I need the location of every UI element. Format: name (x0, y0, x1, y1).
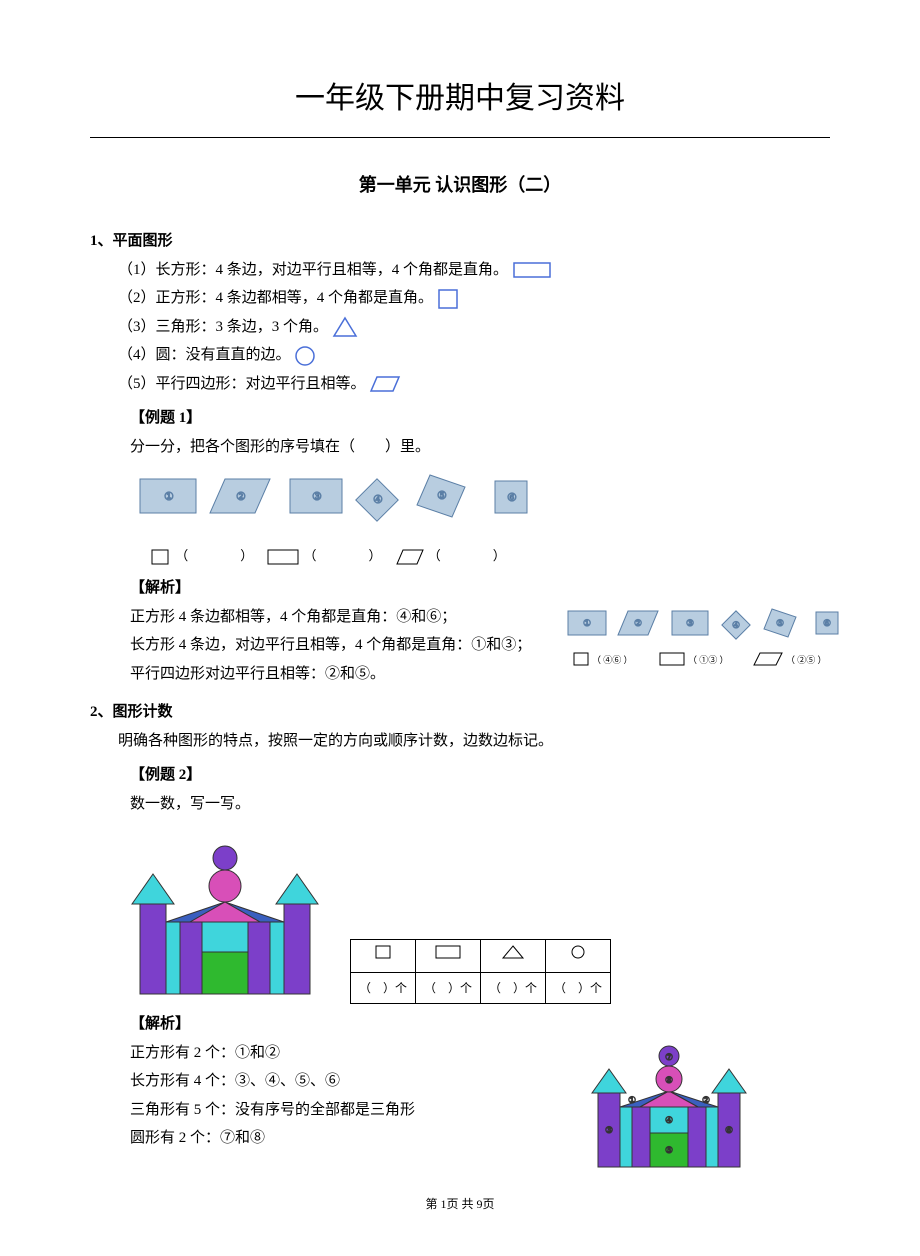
ex2-sol-figure: ③ ⑥ ⑤ ④ ① ② ⑧ ⑦ (590, 1029, 750, 1190)
page-footer: 第 1页 共 9页 (90, 1193, 830, 1216)
svg-text:⑤: ⑤ (437, 490, 447, 502)
svg-text:②: ② (236, 491, 246, 503)
svg-text:⑤: ⑤ (776, 618, 784, 628)
triangle-icon (332, 316, 358, 338)
svg-text:（ ①③ ）: （ ①③ ） (688, 655, 729, 665)
svg-text:⑥: ⑥ (507, 492, 517, 504)
svg-text:（ ④⑥ ）: （ ④⑥ ） (592, 655, 633, 665)
s1-item2: （2）正方形：4 条边都相等，4 个角都是直角。 (118, 284, 830, 313)
count-table: （ ）个 （ ）个 （ ）个 （ ）个 (350, 939, 611, 1005)
ex1-sol-figure: ① ② ③ ④ ⑤ ⑥ （ ④⑥ ） （ ①③ ） （ ②⑤ ） (560, 603, 860, 694)
svg-text:⑥: ⑥ (725, 1125, 733, 1135)
rect-icon (512, 260, 552, 280)
svg-text:③: ③ (686, 618, 694, 628)
s1-item4: （4）圆：没有直直的边。 (118, 341, 830, 370)
ex1-shapes: ① ② ③ ④ ⑤ ⑥ (130, 467, 830, 538)
castle-svg (130, 824, 320, 1004)
ex2-sol: 正方形有 2 个：①和② 长方形有 4 个：③、④、⑤、⑥ 三角形有 5 个：没… (90, 1039, 830, 1153)
square-icon (437, 288, 459, 310)
s2-intro: 明确各种图形的特点，按照一定的方向或顺序计数，边数边标记。 (118, 727, 830, 756)
s1-item5: （5）平行四边形：对边平行且相等。 (118, 370, 830, 399)
svg-text:④: ④ (373, 494, 383, 506)
svg-text:②: ② (702, 1095, 710, 1105)
svg-text:⑦: ⑦ (665, 1052, 673, 1062)
ex1-blanks: （ ） （ ） （ ） (150, 544, 830, 569)
section2-head: 2、图形计数 (90, 698, 830, 727)
svg-text:⑧: ⑧ (665, 1075, 673, 1085)
unit-heading: 第一单元 认识图形（二） (90, 168, 830, 202)
ex1-head: 【例题 1】 (130, 404, 830, 433)
s1-item1: （1）长方形：4 条边，对边平行且相等，4 个角都是直角。 (118, 256, 830, 285)
ex2-figure: （ ）个 （ ）个 （ ）个 （ ）个 (130, 824, 830, 1004)
ex1-q: 分一分，把各个图形的序号填在（ ）里。 (130, 433, 830, 462)
svg-text:③: ③ (312, 491, 322, 503)
svg-text:①: ① (164, 491, 174, 503)
svg-text:①: ① (583, 618, 591, 628)
svg-text:③: ③ (605, 1125, 613, 1135)
section1-head: 1、平面图形 (90, 227, 830, 256)
parallelogram-icon (369, 374, 401, 394)
svg-text:④: ④ (732, 620, 740, 630)
ex2-head: 【例题 2】 (130, 761, 830, 790)
svg-text:⑥: ⑥ (823, 618, 831, 628)
svg-text:⑤: ⑤ (665, 1145, 673, 1155)
circle-icon (294, 345, 316, 367)
ex1-sol: 正方形 4 条边都相等，4 个角都是直角：④和⑥； 长方形 4 条边，对边平行且… (90, 603, 830, 689)
svg-text:①: ① (628, 1095, 636, 1105)
ex1-sol-head: 【解析】 (130, 574, 830, 603)
s1-item3: （3）三角形：3 条边，3 个角。 (118, 313, 830, 342)
svg-text:（ ②⑤ ）: （ ②⑤ ） (786, 655, 827, 665)
divider (90, 137, 830, 138)
ex2-q: 数一数，写一写。 (130, 790, 830, 819)
svg-text:②: ② (634, 618, 642, 628)
page-title: 一年级下册期中复习资料 (90, 70, 830, 127)
svg-text:④: ④ (665, 1115, 673, 1125)
